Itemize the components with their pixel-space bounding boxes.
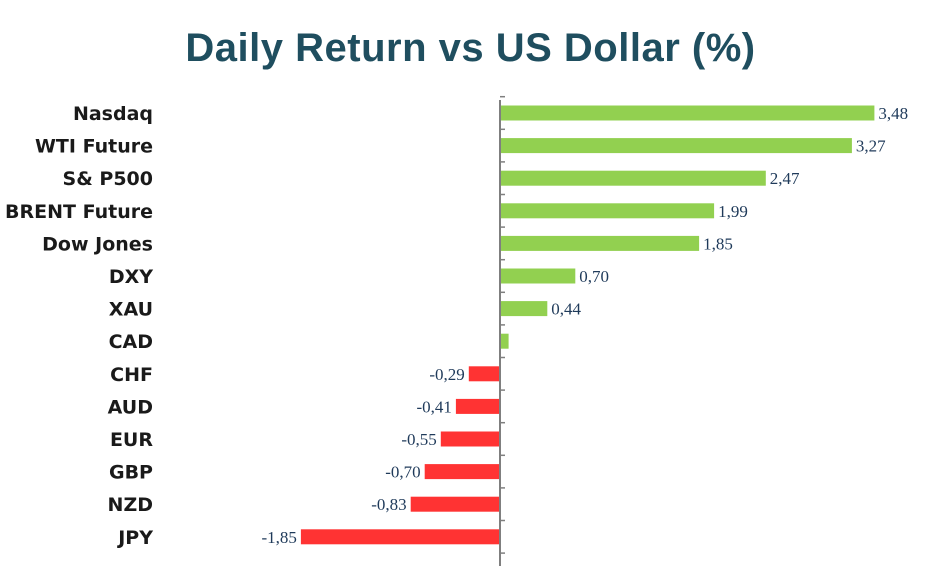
category-label: WTI Future — [35, 136, 153, 158]
data-label: 0,44 — [551, 300, 581, 319]
bar-s-p500 — [500, 170, 766, 186]
data-label: 1,85 — [703, 234, 733, 253]
data-label: -1,85 — [261, 528, 296, 547]
bar-cad — [500, 333, 509, 349]
bar-gbp — [424, 464, 500, 480]
data-label: -0,41 — [416, 397, 451, 416]
data-label: 2,47 — [770, 169, 800, 188]
bar-dxy — [500, 268, 576, 284]
category-label: AUD — [108, 396, 153, 418]
data-label: 3,27 — [856, 137, 886, 156]
bar-dow-jones — [500, 235, 700, 251]
bar-xau — [500, 301, 548, 317]
category-label: DXY — [109, 266, 153, 288]
category-label: BRENT Future — [5, 201, 153, 223]
bar-jpy — [300, 529, 500, 545]
category-label: EUR — [110, 429, 153, 451]
data-label: 3,48 — [878, 104, 908, 123]
category-label: CAD — [109, 331, 153, 353]
data-label: -0,55 — [401, 430, 436, 449]
data-label: -0,29 — [429, 365, 464, 384]
category-label: GBP — [109, 462, 153, 484]
bar-wti-future — [500, 138, 852, 154]
category-label: JPY — [116, 527, 153, 549]
bar-chf — [468, 366, 500, 382]
category-label: CHF — [110, 364, 153, 386]
bar-nzd — [410, 496, 500, 512]
data-label: -0,70 — [385, 463, 420, 482]
data-label: 1,99 — [718, 202, 748, 221]
category-label: S& P500 — [63, 168, 153, 190]
category-label: NZD — [108, 494, 153, 516]
bar-nasdaq — [500, 105, 875, 121]
bar-brent-future — [500, 203, 715, 219]
category-label: XAU — [109, 299, 153, 321]
bar-aud — [455, 398, 500, 414]
chart-title: Daily Return vs US Dollar (%) — [185, 26, 756, 70]
category-label: Nasdaq — [73, 103, 153, 125]
category-label: Dow Jones — [42, 233, 153, 255]
data-label: 0,70 — [579, 267, 609, 286]
bar-eur — [440, 431, 500, 447]
data-label: -0,83 — [371, 495, 406, 514]
